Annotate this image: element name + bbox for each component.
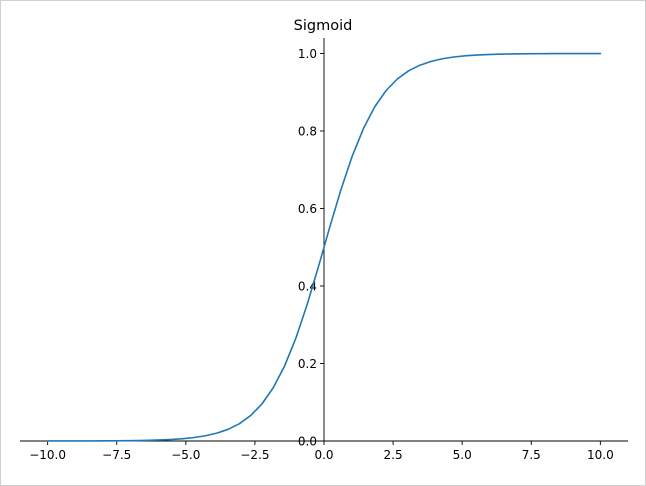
- x-tick-label: −7.5: [102, 448, 131, 462]
- x-tick-label: 2.5: [384, 448, 403, 462]
- y-tick-label: 0.0: [298, 435, 317, 449]
- y-tick-label: 1.0: [298, 47, 317, 61]
- axes: [20, 38, 628, 442]
- x-tick-label: 7.5: [522, 448, 541, 462]
- x-tick-label: −2.5: [240, 448, 269, 462]
- series-line-sigmoid: [46, 52, 602, 442]
- x-tick-label: 5.0: [453, 448, 472, 462]
- y-tick-label: 0.8: [298, 125, 317, 139]
- x-tick-label: 10.0: [587, 448, 614, 462]
- x-tick-label: −10.0: [29, 448, 66, 462]
- y-axis-ticks: 0.00.20.40.60.81.0: [298, 47, 324, 449]
- x-tick-label: 0.0: [314, 448, 333, 462]
- y-tick-label: 0.6: [298, 202, 317, 216]
- y-tick-label: 0.2: [298, 357, 317, 371]
- chart-title: Sigmoid: [294, 18, 353, 34]
- x-axis-ticks: −10.0 −7.5 −5.0 −2.5 0.0 2.5 5.0 7.5 10.0: [29, 441, 614, 462]
- x-tick-label: −5.0: [171, 448, 200, 462]
- series-layer: [46, 52, 602, 442]
